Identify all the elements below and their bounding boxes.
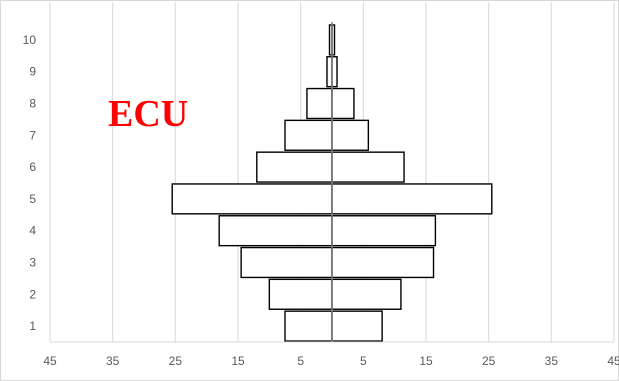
bar-left-5	[171, 183, 333, 215]
bar-left-8	[306, 87, 333, 120]
chart-overlay-label: ECU	[108, 93, 188, 135]
bar-right-1	[331, 310, 383, 342]
x-tick-label: 25	[482, 354, 496, 368]
bar-left-1	[284, 310, 333, 342]
bar-right-4	[331, 215, 437, 247]
x-tick-label: 15	[419, 354, 433, 368]
bar-right-3	[331, 246, 435, 279]
y-tick-label: 2	[29, 287, 36, 301]
bar-right-6	[331, 151, 405, 183]
x-tick-label: 15	[231, 354, 245, 368]
y-tick-label: 7	[29, 128, 36, 142]
y-tick-label: 6	[29, 160, 36, 174]
bar-left-4	[218, 215, 333, 247]
y-tick-label: 8	[29, 97, 36, 111]
bar-right-9	[331, 56, 338, 88]
x-tick-label: 35	[545, 354, 559, 368]
y-tick-label: 4	[29, 224, 36, 238]
x-tick-label: 45	[43, 354, 57, 368]
y-tick-label: 1	[29, 319, 36, 333]
x-tick-label: 35	[106, 354, 120, 368]
bar-left-6	[256, 151, 333, 183]
y-tick-label: 9	[29, 65, 36, 79]
x-tick-label: 45	[607, 354, 619, 368]
bar-left-9	[326, 56, 333, 88]
bar-right-7	[331, 119, 370, 151]
bar-left-7	[284, 119, 333, 151]
y-tick-label: 10	[23, 33, 37, 47]
bar-layer	[171, 24, 493, 342]
y-tick-label: 5	[29, 192, 36, 206]
bar-left-2	[268, 278, 333, 310]
bar-left-3	[240, 246, 333, 279]
bar-right-5	[331, 183, 493, 215]
bar-right-2	[331, 278, 402, 310]
x-tick-label: 5	[297, 354, 304, 368]
x-tick-label: 5	[360, 354, 367, 368]
y-tick-label: 3	[29, 256, 36, 270]
bar-right-8	[331, 87, 355, 120]
x-tick-label: 25	[169, 354, 183, 368]
